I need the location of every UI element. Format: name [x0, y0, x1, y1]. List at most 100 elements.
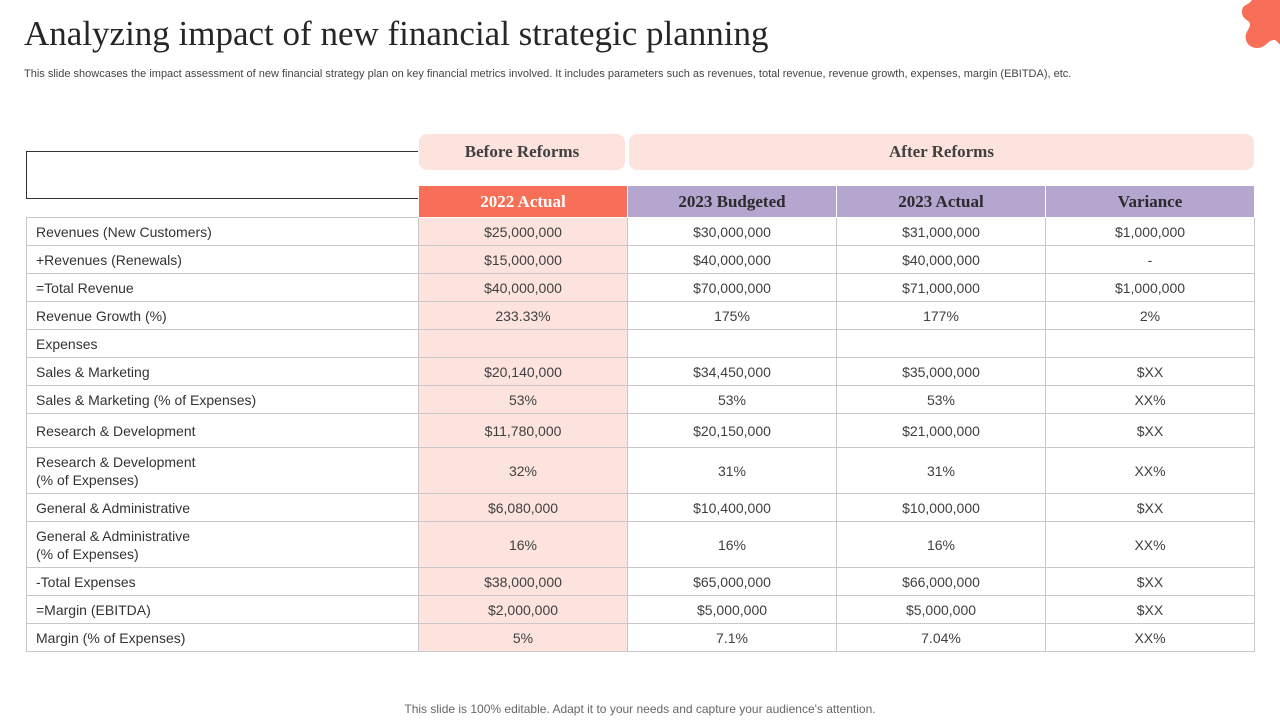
row-label-text: Research & Development [36, 453, 196, 470]
table-cell: $21,000,000 [836, 413, 1046, 448]
table-cell: $34,450,000 [627, 357, 837, 386]
table-cell: 32% [418, 447, 628, 494]
table-cell: 31% [627, 447, 837, 494]
table-row: General & Administrative $6,080,000 $10,40… [26, 493, 1255, 522]
table-cell: - [1045, 245, 1255, 274]
page-title: Analyzing impact of new financial strate… [24, 14, 769, 53]
table-cell: $70,000,000 [627, 273, 837, 302]
row-label-text: General & Administrative [36, 499, 191, 516]
table-cell [836, 329, 1046, 358]
table-cell: XX% [1045, 521, 1255, 568]
table-cell [418, 329, 628, 358]
table-row: Margin (% of Expenses) 5% 7.1% 7.04% XX% [26, 623, 1255, 652]
table-cell: $XX [1045, 567, 1255, 596]
table-cell: 31% [836, 447, 1046, 494]
table-cell: 233.33% [418, 301, 628, 330]
table-row: General & Administrative (% of Expenses) 1… [26, 521, 1255, 568]
table-cell: $XX [1045, 595, 1255, 624]
table-cell: 53% [627, 385, 837, 414]
before-reforms-header: Before Reforms [419, 134, 625, 170]
row-label-text: =Total Revenue [36, 279, 134, 296]
table-cell [1045, 329, 1255, 358]
table-corner-cell [27, 186, 419, 218]
table-cell: $35,000,000 [836, 357, 1046, 386]
table-cell: XX% [1045, 623, 1255, 652]
table-cell: 2% [1045, 301, 1255, 330]
table-row: =Margin (EBITDA) $2,000,000 $5,000,000 $5,0… [26, 595, 1255, 624]
row-label: +Revenues (Renewals) [26, 245, 419, 274]
table-cell: $1,000,000 [1045, 273, 1255, 302]
row-label-text: Sales & Marketing [36, 363, 150, 380]
table-row: -Total Expenses $38,000,000 $65,000,000 $66… [26, 567, 1255, 596]
table-cell: $5,000,000 [627, 595, 837, 624]
table-row: Expenses [26, 329, 1255, 358]
row-label: Sales & Marketing (% of Expenses) [26, 385, 419, 414]
footer-note: This slide is 100% editable. Adapt it to… [404, 702, 876, 716]
table-cell: $30,000,000 [627, 217, 837, 246]
row-label: Sales & Marketing [26, 357, 419, 386]
table-cell: XX% [1045, 385, 1255, 414]
table-cell: $20,150,000 [627, 413, 837, 448]
table-cell: $25,000,000 [418, 217, 628, 246]
table-cell: $10,000,000 [836, 493, 1046, 522]
table-cell: 16% [627, 521, 837, 568]
table-row: Revenues (New Customers) $25,000,000 $30,0… [26, 217, 1255, 246]
table-cell: 53% [836, 385, 1046, 414]
table-cell: $XX [1045, 357, 1255, 386]
row-label: =Total Revenue [26, 273, 419, 302]
table-cell: 16% [418, 521, 628, 568]
table-cell: 53% [418, 385, 628, 414]
row-label: Margin (% of Expenses) [26, 623, 419, 652]
table-cell: $20,140,000 [418, 357, 628, 386]
after-reforms-header: After Reforms [629, 134, 1254, 170]
column-header-2023-budgeted: 2023 Budgeted [627, 185, 837, 218]
row-label: Research & Development (% of Expenses) [26, 447, 419, 494]
table-cell: $10,400,000 [627, 493, 837, 522]
row-label: General & Administrative [26, 493, 419, 522]
row-label: Revenue Growth (%) [26, 301, 419, 330]
table-cell: $40,000,000 [836, 245, 1046, 274]
row-label: Research & Development [26, 413, 419, 448]
row-label-text: General & Administrative [36, 527, 191, 544]
row-label-subtext: (% of Expenses) [36, 471, 139, 488]
financial-metrics-table: 2022 Actual 2023 Budgeted 2023 Actual Va… [26, 185, 1255, 652]
row-label-text: Revenue Growth (%) [36, 307, 167, 324]
column-header-variance: Variance [1045, 185, 1255, 218]
row-label-text: Expenses [36, 335, 98, 352]
page-subtitle: This slide showcases the impact assessme… [24, 68, 1072, 80]
row-label-text: Sales & Marketing (% of Expenses) [36, 391, 257, 408]
empty-label-box [26, 151, 418, 199]
table-cell: $31,000,000 [836, 217, 1046, 246]
table-row: Revenue Growth (%) 233.33% 175% 177% 2% [26, 301, 1255, 330]
row-label-text: Research & Development [36, 422, 196, 439]
row-label-text: Margin (% of Expenses) [36, 629, 186, 646]
table-row: =Total Revenue $40,000,000 $70,000,000 $71,… [26, 273, 1255, 302]
table-cell [627, 329, 837, 358]
row-label: -Total Expenses [26, 567, 419, 596]
row-label-text: -Total Expenses [36, 573, 136, 590]
table-cell: $XX [1045, 413, 1255, 448]
table-cell: $1,000,000 [1045, 217, 1255, 246]
table-cell: 7.04% [836, 623, 1046, 652]
table-row: Research & Development (% of Expenses) 32%… [26, 447, 1255, 494]
row-label-text: Revenues (New Customers) [36, 223, 212, 240]
table-cell: $66,000,000 [836, 567, 1046, 596]
row-label: Revenues (New Customers) [26, 217, 419, 246]
table-header-row: 2022 Actual 2023 Budgeted 2023 Actual Va… [27, 185, 1255, 218]
table-cell: $38,000,000 [418, 567, 628, 596]
table-row: Sales & Marketing (% of Expenses) 53% 53% 5… [26, 385, 1255, 414]
table-cell: $65,000,000 [627, 567, 837, 596]
table-cell: 5% [418, 623, 628, 652]
table-cell: 177% [836, 301, 1046, 330]
table-cell: $2,000,000 [418, 595, 628, 624]
column-header-2023-actual: 2023 Actual [836, 185, 1046, 218]
table-row: +Revenues (Renewals) $15,000,000 $40,000,0… [26, 245, 1255, 274]
row-label-subtext: (% of Expenses) [36, 545, 139, 562]
table-cell: $40,000,000 [627, 245, 837, 274]
row-label-text: =Margin (EBITDA) [36, 601, 151, 618]
table-cell: $5,000,000 [836, 595, 1046, 624]
table-row: Sales & Marketing $20,140,000 $34,450,000 $… [26, 357, 1255, 386]
row-label: Expenses [26, 329, 419, 358]
table-row: Research & Development $11,780,000 $20,150… [26, 413, 1255, 448]
table-cell: 7.1% [627, 623, 837, 652]
